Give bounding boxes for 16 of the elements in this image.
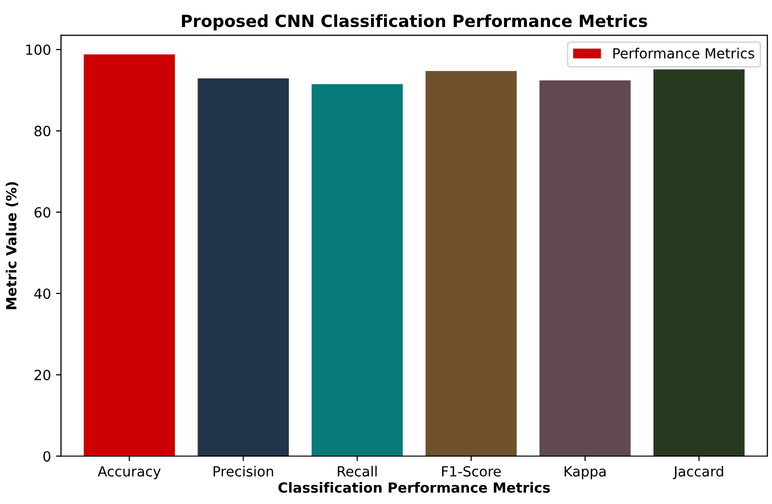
x-tick-label: Precision — [214, 466, 274, 477]
x-tick-label: Accuracy — [98, 466, 161, 480]
x-tick-label: Recall — [338, 466, 377, 477]
y-tick-label: 40 — [34, 288, 50, 299]
y-tick-label: 20 — [34, 370, 50, 380]
y-tick-label: 60 — [34, 207, 50, 218]
chart-title: Proposed CNN Classification Performance Metrics — [182, 14, 648, 30]
y-tick-label: 100 — [26, 44, 50, 55]
legend-label: Performance Metrics — [613, 48, 754, 59]
y-axis-title: Metric Value (%) — [6, 182, 18, 310]
x-tick-label: F1-Score — [442, 466, 501, 477]
x-tick-label: Jaccard — [672, 466, 724, 480]
y-tick-label: 0 — [43, 451, 50, 462]
x-tick-label: Kappa — [564, 466, 606, 480]
y-tick-label: 80 — [34, 126, 50, 136]
x-axis-title: Classification Performance Metrics — [278, 482, 550, 493]
